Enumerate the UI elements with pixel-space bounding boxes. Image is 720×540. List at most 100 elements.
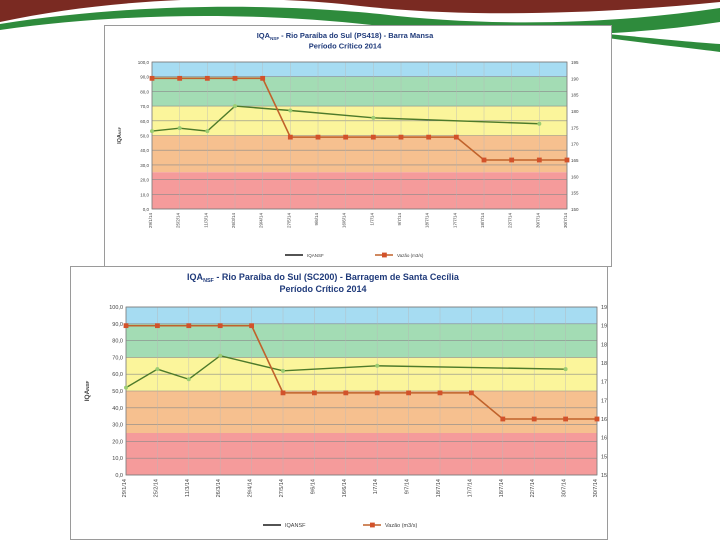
x-tick-label: 29/4/14 [248, 479, 254, 497]
iqa-point [288, 109, 292, 113]
vazao-point [281, 390, 286, 395]
right-tick-label: 165 [571, 158, 579, 163]
x-tick-label: 25/2/14 [176, 213, 181, 229]
x-tick-label: 30/7/14 [563, 213, 568, 229]
x-tick-label: 29/1/14 [122, 479, 128, 497]
right-tick-label: 150 [571, 207, 579, 212]
left-tick-label: 90,0 [112, 322, 123, 328]
x-tick-label: 16/6/14 [342, 479, 348, 497]
chart-barra-mansa-svg: IQANSF - Rio Paraíba do Sul (PS418) - Ba… [105, 26, 611, 266]
x-tick-label: 26/3/14 [216, 479, 222, 497]
left-tick-label: 20,0 [140, 178, 149, 183]
iqa-point [124, 386, 128, 390]
left-tick-label: 80,0 [112, 339, 123, 345]
y-axis-label: IQANSF [84, 380, 91, 401]
iqa-point [371, 116, 375, 120]
x-tick-label: 18/7/14 [480, 213, 485, 229]
x-tick-label: 30/7/14 [562, 479, 568, 497]
left-tick-label: 40,0 [140, 148, 149, 153]
chart-title: IQANSF - Rio Paraíba do Sul (SC200) - Ba… [187, 272, 460, 284]
x-tick-label: 9/6/14 [310, 479, 316, 494]
iqa-point [178, 126, 182, 130]
vazao-point [482, 158, 487, 163]
chart-title: IQANSF - Rio Paraíba do Sul (PS418) - Ba… [257, 31, 434, 41]
vazao-point [177, 76, 182, 81]
left-tick-label: 0,0 [143, 207, 150, 212]
vazao-point [532, 417, 537, 422]
legend-iqa-label: IQANSF [307, 253, 324, 258]
iqa-point [205, 129, 209, 133]
x-tick-label: 18/7/14 [436, 479, 442, 497]
vazao-point [249, 323, 254, 328]
left-tick-label: 100,0 [109, 305, 123, 311]
legend-iqa-label: IQANSF [285, 523, 306, 529]
vazao-point [316, 135, 321, 140]
left-tick-label: 60,0 [140, 119, 149, 124]
iqa-band-90-100 [126, 307, 597, 324]
x-tick-label: 9/6/14 [314, 213, 319, 226]
x-tick-label: 1/7/14 [369, 213, 374, 226]
vazao-point [150, 76, 155, 81]
x-tick-label: 9/7/14 [405, 479, 411, 494]
iqa-point [537, 122, 541, 126]
right-tick-label: 150 [601, 473, 607, 479]
x-tick-label: 17/7/14 [452, 213, 457, 229]
left-tick-label: 80,0 [140, 89, 149, 94]
vazao-point [509, 158, 514, 163]
left-tick-label: 20,0 [112, 439, 123, 445]
x-tick-label: 26/3/14 [231, 213, 236, 229]
chart-barra-mansa: IQANSF - Rio Paraíba do Sul (PS418) - Ba… [104, 25, 612, 267]
iqa-point [281, 369, 285, 373]
x-tick-label: 1/7/14 [373, 479, 379, 494]
vazao-point [454, 135, 459, 140]
x-tick-label: 25/2/14 [153, 479, 159, 497]
right-tick-label: 195 [601, 305, 607, 311]
vazao-point [595, 417, 600, 422]
x-tick-label: 27/5/14 [279, 479, 285, 497]
vazao-point [375, 390, 380, 395]
iqa-point [150, 129, 154, 133]
chart-santa-cecilia-svg: IQANSF - Rio Paraíba do Sul (SC200) - Ba… [71, 267, 607, 539]
x-tick-label: 27/5/14 [286, 213, 291, 229]
left-tick-label: 40,0 [112, 406, 123, 412]
right-tick-label: 185 [601, 342, 607, 348]
vazao-point [469, 390, 474, 395]
left-tick-label: 50,0 [112, 389, 123, 395]
legend-vazao-marker [382, 253, 387, 258]
right-tick-label: 180 [601, 361, 607, 367]
vazao-point [537, 158, 542, 163]
x-tick-label: 11/3/14 [203, 213, 208, 228]
right-tick-label: 160 [601, 436, 607, 442]
iqa-point [564, 367, 568, 371]
iqa-point [187, 377, 191, 381]
vazao-point [233, 76, 238, 81]
right-tick-label: 170 [601, 398, 607, 404]
chart-santa-cecilia: IQANSF - Rio Paraíba do Sul (SC200) - Ba… [70, 266, 608, 540]
x-tick-label: 29/4/14 [259, 213, 264, 229]
vazao-point [426, 135, 431, 140]
left-tick-label: 10,0 [112, 456, 123, 462]
x-tick-label: 30/7/14 [593, 479, 599, 497]
right-tick-label: 175 [571, 125, 579, 130]
legend-vazao-label: Vazão (m3/s) [385, 523, 417, 529]
vazao-point [312, 390, 317, 395]
x-tick-label: 22/7/14 [508, 213, 513, 229]
left-tick-label: 90,0 [140, 75, 149, 80]
vazao-point [371, 135, 376, 140]
iqa-band-0-25 [152, 172, 567, 209]
x-tick-label: 18/7/14 [425, 213, 430, 229]
right-tick-label: 185 [571, 93, 579, 98]
right-tick-label: 190 [601, 324, 607, 330]
vazao-point [399, 135, 404, 140]
left-tick-label: 100,0 [138, 60, 150, 65]
x-tick-label: 30/7/14 [535, 213, 540, 229]
vazao-point [260, 76, 265, 81]
vazao-point [186, 323, 191, 328]
x-tick-label: 18/7/14 [499, 479, 505, 497]
x-tick-label: 29/1/14 [148, 213, 153, 229]
vazao-point [438, 390, 443, 395]
iqa-point [233, 104, 237, 108]
right-tick-label: 165 [601, 417, 607, 423]
x-tick-label: 16/6/14 [342, 213, 347, 229]
left-tick-label: 30,0 [112, 423, 123, 429]
